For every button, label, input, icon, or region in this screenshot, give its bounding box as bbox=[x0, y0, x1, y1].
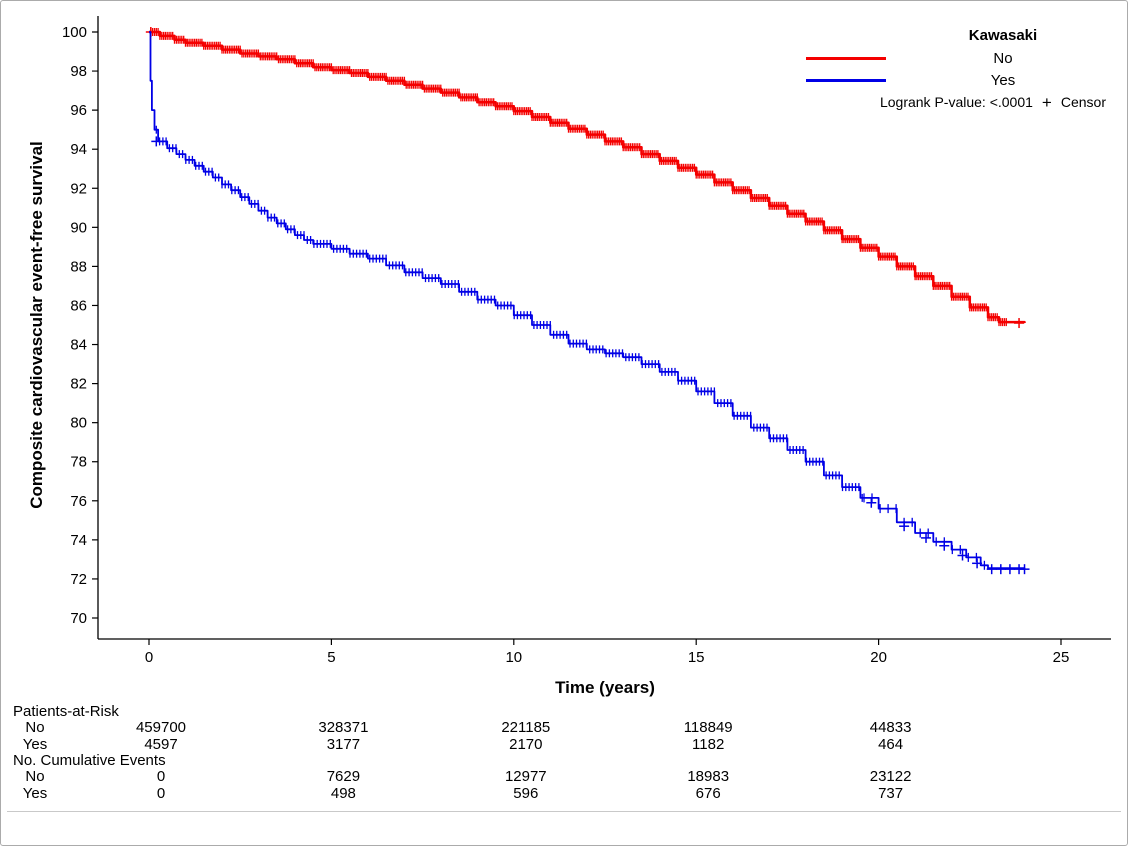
at-risk-count: 1182 bbox=[692, 735, 725, 753]
at-risk-count: 18983 bbox=[687, 768, 730, 786]
svg-text:15: 15 bbox=[688, 649, 705, 666]
x-axis-label: Time (years) bbox=[555, 678, 655, 697]
svg-text:10: 10 bbox=[505, 649, 522, 666]
cumulative-events-title: No. Cumulative Events bbox=[13, 751, 166, 769]
svg-text:25: 25 bbox=[1053, 649, 1070, 666]
at-risk-row-label: No bbox=[25, 768, 45, 786]
at-risk-count: 737 bbox=[878, 784, 904, 802]
axes bbox=[97, 16, 1111, 640]
legend-item-yes: Yes bbox=[806, 69, 1106, 91]
svg-text:80: 80 bbox=[70, 415, 87, 432]
series-yes bbox=[149, 31, 1030, 575]
at-risk-count: 7629 bbox=[326, 768, 361, 786]
bottom-divider bbox=[7, 811, 1121, 812]
svg-text:78: 78 bbox=[70, 454, 87, 471]
at-risk-count: 328371 bbox=[318, 719, 369, 737]
svg-text:98: 98 bbox=[70, 63, 87, 80]
at-risk-count: 4597 bbox=[144, 735, 178, 753]
svg-text:86: 86 bbox=[70, 297, 87, 314]
legend-line-yes-icon bbox=[806, 78, 886, 82]
svg-text:84: 84 bbox=[70, 337, 87, 354]
at-risk-count: 459700 bbox=[135, 719, 187, 737]
legend-stats-row: Logrank P-value: <.0001 + Censor bbox=[806, 91, 1106, 113]
svg-text:92: 92 bbox=[70, 180, 87, 197]
at-risk-count: 498 bbox=[330, 784, 356, 802]
at-risk-count: 2170 bbox=[509, 735, 543, 753]
y-axis-label: Composite cardiovascular event-free surv… bbox=[27, 141, 46, 509]
svg-text:74: 74 bbox=[70, 532, 87, 549]
svg-text:96: 96 bbox=[70, 102, 87, 119]
legend-label-no: No bbox=[993, 49, 1013, 67]
at-risk-row-label: No bbox=[25, 719, 45, 737]
at-risk-count: 0 bbox=[156, 768, 166, 786]
x-axis-ticks: 0 5 10 15 20 25 bbox=[145, 639, 1070, 666]
at-risk-count: 12977 bbox=[504, 768, 547, 786]
censor-plus-icon: + bbox=[1041, 92, 1052, 112]
svg-text:94: 94 bbox=[70, 141, 87, 158]
at-risk-row-label: Yes bbox=[22, 735, 48, 753]
at-risk-count: 221185 bbox=[501, 719, 551, 737]
legend-title: Kawasaki bbox=[968, 27, 1038, 44]
legend-item-no: No bbox=[806, 47, 1106, 69]
svg-text:70: 70 bbox=[70, 610, 87, 627]
logrank-pvalue: Logrank P-value: <.0001 bbox=[879, 94, 1033, 110]
at-risk-count: 676 bbox=[695, 784, 721, 802]
legend-line-no-icon bbox=[806, 56, 886, 60]
at-risk-count: 118849 bbox=[683, 719, 733, 737]
at-risk-count: 44833 bbox=[869, 719, 912, 737]
legend-label-yes: Yes bbox=[990, 71, 1016, 89]
svg-text:90: 90 bbox=[70, 219, 87, 236]
y-axis-ticks: 70 72 74 76 78 80 82 84 86 88 90 92 94 96 98 100 bbox=[62, 24, 98, 627]
svg-text:100: 100 bbox=[62, 24, 87, 41]
at-risk-count: 596 bbox=[513, 784, 539, 802]
at-risk-count: 3177 bbox=[326, 735, 361, 753]
svg-text:82: 82 bbox=[70, 376, 87, 393]
at-risk-count: 0 bbox=[156, 784, 166, 802]
at-risk-row-label: Yes bbox=[22, 784, 48, 802]
svg-text:88: 88 bbox=[70, 258, 87, 275]
svg-text:0: 0 bbox=[145, 649, 153, 666]
censor-label: Censor bbox=[1060, 94, 1106, 110]
at-risk-title: Patients-at-Risk bbox=[13, 703, 119, 720]
svg-text:20: 20 bbox=[870, 649, 887, 666]
svg-text:76: 76 bbox=[70, 493, 87, 510]
svg-text:72: 72 bbox=[70, 571, 87, 588]
at-risk-count: 23122 bbox=[869, 768, 912, 786]
at-risk-count: 464 bbox=[878, 735, 904, 753]
svg-text:5: 5 bbox=[327, 649, 335, 666]
series-no bbox=[145, 27, 1026, 329]
legend: Kawasaki No Yes Logrank P-value: <.0001 … bbox=[806, 25, 1106, 113]
